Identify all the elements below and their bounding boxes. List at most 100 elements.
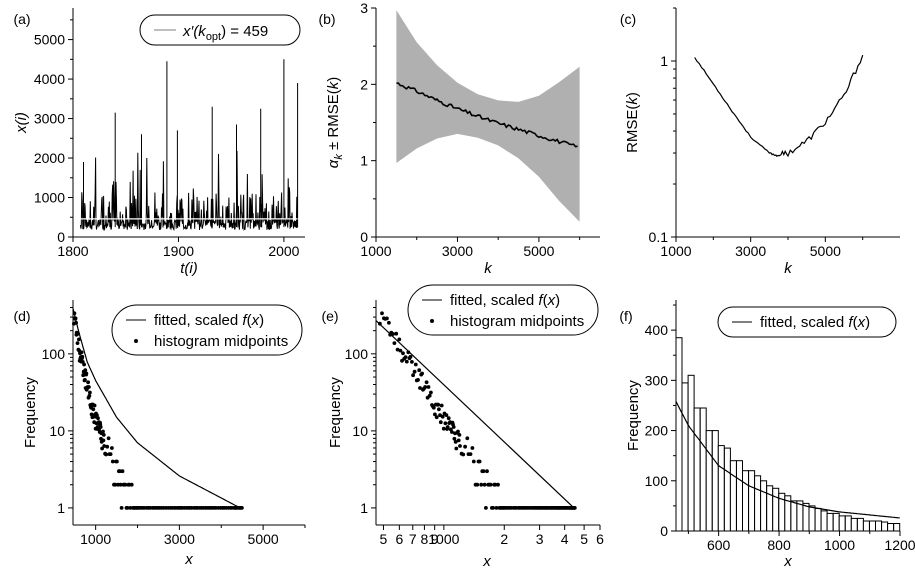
legend-fit-label: fitted, scaled f(x) bbox=[450, 292, 560, 309]
midpoint-dot bbox=[411, 373, 415, 378]
midpoint-dot bbox=[446, 416, 451, 421]
midpoint-dot bbox=[391, 332, 395, 336]
y-axis-label: αk ± RMSE(k) bbox=[325, 77, 345, 168]
midpoint-dot bbox=[385, 316, 389, 321]
midpoint-dot bbox=[392, 341, 397, 345]
chart-d: 1 10 100 1000 3000 5000 (d) x Frequency fitted, s… bbox=[13, 300, 306, 568]
histogram-bar bbox=[802, 502, 810, 532]
panel-label: (f) bbox=[619, 308, 632, 324]
x-tick-label: 8 bbox=[421, 531, 429, 547]
midpoint-dot bbox=[120, 469, 125, 474]
x-tick-label: 5000 bbox=[248, 531, 279, 547]
midpoint-dot bbox=[84, 371, 89, 376]
midpoint-dot bbox=[485, 469, 489, 474]
x-tick-label: 7 bbox=[409, 531, 417, 547]
histogram-bar bbox=[875, 520, 882, 532]
histogram-bar bbox=[760, 480, 768, 532]
midpoint-dot bbox=[101, 438, 106, 443]
x-tick-label: 2000 bbox=[268, 243, 299, 259]
x-tick-label: 3000 bbox=[442, 243, 473, 259]
x-tick-label: 6 bbox=[596, 531, 604, 547]
midpoint-dot bbox=[493, 482, 498, 487]
x-tick-label: 1000 bbox=[660, 243, 691, 259]
midpoint-dot bbox=[117, 469, 122, 474]
midpoint-dot bbox=[423, 385, 428, 389]
midpoint-dot bbox=[420, 371, 424, 376]
x-tick-label: 800 bbox=[767, 537, 791, 553]
midpoint-dot bbox=[234, 506, 238, 510]
midpoint-dot bbox=[429, 390, 433, 395]
midpoint-dot bbox=[481, 469, 486, 474]
midpoint-dot bbox=[496, 482, 500, 487]
midpoint-dot bbox=[494, 506, 499, 510]
x-tick-label: 5000 bbox=[810, 243, 841, 259]
midpoint-dot bbox=[82, 362, 86, 367]
y-tick-label: 2 bbox=[360, 76, 368, 92]
chart-b: 0 1 2 3 1000 3000 5000 (b) k αk ± RMSE(k) bbox=[318, 0, 600, 277]
x-tick-label: 3 bbox=[536, 531, 544, 547]
panel-label: (e) bbox=[321, 308, 338, 324]
midpoint-dot bbox=[129, 482, 134, 487]
histogram-bar bbox=[844, 515, 852, 532]
legend-dot-swatch bbox=[134, 339, 138, 343]
histogram-bar bbox=[748, 470, 756, 532]
histogram-bar bbox=[711, 430, 719, 532]
histogram-bar bbox=[826, 512, 834, 532]
midpoint-dot bbox=[443, 421, 448, 426]
histogram-bar bbox=[862, 520, 870, 532]
midpoint-dot bbox=[100, 446, 104, 451]
midpoint-dot bbox=[77, 337, 81, 342]
fit-line bbox=[375, 320, 575, 509]
midpoint-dot bbox=[491, 506, 495, 510]
x-axis-label: x bbox=[184, 551, 193, 568]
midpoint-dot bbox=[439, 403, 444, 408]
histogram-bar bbox=[754, 475, 762, 532]
midpoint-dot bbox=[110, 446, 114, 450]
midpoint-dot bbox=[441, 426, 446, 431]
midpoint-dot bbox=[440, 414, 445, 419]
y-tick-label: 3 bbox=[360, 0, 368, 16]
legend-points-label: histogram midpoints bbox=[154, 333, 288, 350]
x-tick-label: 3000 bbox=[735, 243, 766, 259]
histogram-bar bbox=[766, 485, 774, 532]
histogram-bar bbox=[742, 470, 749, 532]
midpoint-dot bbox=[110, 459, 115, 464]
midpoint-dot bbox=[404, 359, 409, 364]
legend-fit-label: fitted, scaled f(x) bbox=[154, 312, 264, 329]
midpoint-dot bbox=[113, 482, 118, 487]
panel-label: (d) bbox=[13, 308, 30, 324]
midpoint-dot bbox=[91, 407, 96, 412]
panel-label: (b) bbox=[318, 11, 335, 27]
midpoint-dot bbox=[125, 506, 130, 510]
histogram-bar bbox=[869, 520, 876, 532]
x-axis-label: t(i) bbox=[180, 260, 198, 277]
x-tick-label: 9 bbox=[431, 531, 439, 547]
midpoint-dot bbox=[488, 482, 493, 487]
midpoint-dot bbox=[108, 452, 113, 456]
legend-box bbox=[139, 14, 301, 46]
histogram-bar bbox=[820, 510, 828, 532]
midpoint-dot bbox=[106, 436, 111, 441]
midpoint-dot bbox=[434, 415, 439, 420]
legend-dot-swatch bbox=[430, 319, 434, 323]
midpoint-dot bbox=[398, 348, 403, 353]
midpoint-dot bbox=[451, 425, 456, 429]
midpoint-dot bbox=[436, 402, 441, 407]
y-tick-label: 5000 bbox=[34, 32, 65, 48]
panel-label: (c) bbox=[620, 11, 636, 27]
midpoint-dot bbox=[79, 350, 84, 355]
histogram-bar bbox=[790, 500, 798, 532]
midpoint-dot bbox=[86, 380, 90, 385]
histogram-bar bbox=[814, 507, 822, 532]
midpoint-dot bbox=[96, 416, 100, 421]
midpoint-dot bbox=[412, 369, 417, 374]
legend-fit-label: fitted, scaled f(x) bbox=[760, 314, 870, 331]
histogram-bar bbox=[808, 505, 816, 532]
y-tick-label: 100 bbox=[42, 346, 66, 362]
midpoint-dot bbox=[119, 506, 124, 510]
midpoint-dot bbox=[408, 354, 413, 359]
x-tick-label: 1000 bbox=[428, 531, 459, 547]
x-tick-label: 1000 bbox=[824, 537, 855, 553]
y-tick-label: 1 bbox=[57, 500, 65, 516]
